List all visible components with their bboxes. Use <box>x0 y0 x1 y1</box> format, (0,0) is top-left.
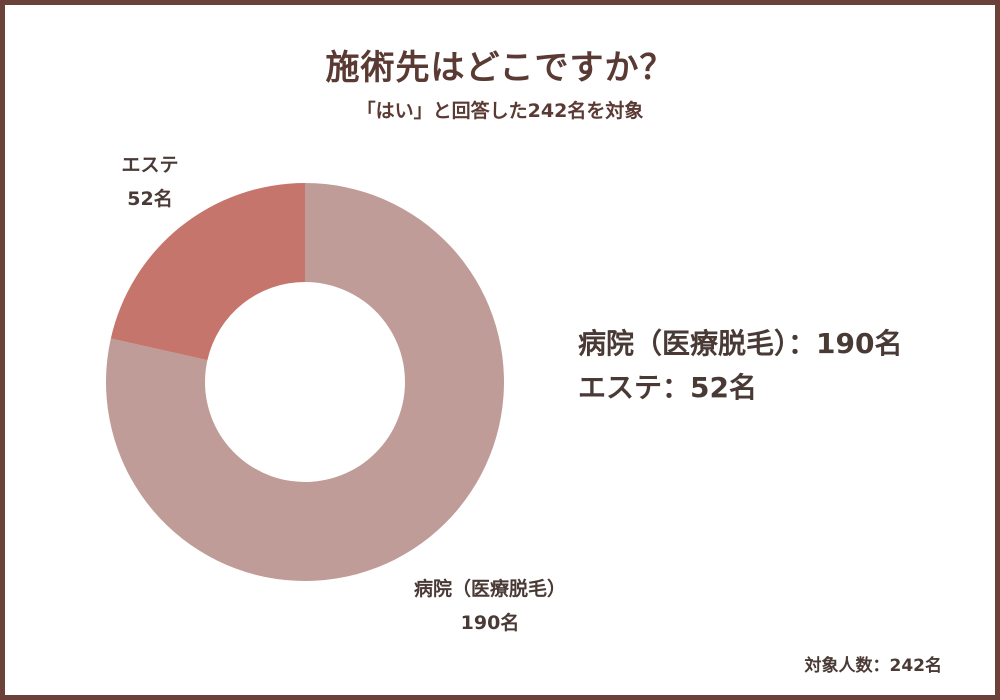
slice-label-este: エステ 52名 <box>95 148 205 216</box>
respondent-count: 対象人数：242名 <box>804 656 943 676</box>
slice-este <box>110 183 305 361</box>
slice-hospital <box>105 183 505 582</box>
chart-subtitle: 「はい」と回答した242名を対象 <box>356 100 644 122</box>
summary-line-este: エステ：52名 <box>578 371 757 404</box>
slice-label-hospital-count: 190名 <box>460 612 520 634</box>
slice-label-hospital-name: 病院（医療脱毛） <box>413 578 566 600</box>
donut-slices <box>105 183 505 582</box>
slice-label-hospital: 病院（医療脱毛） 190名 <box>375 572 605 640</box>
slice-label-este-name: エステ <box>121 154 179 176</box>
slice-label-este-count: 52名 <box>127 188 173 210</box>
summary-block: 病院（医療脱毛）：190名 エステ：52名 <box>578 322 902 410</box>
summary-line-hospital: 病院（医療脱毛）：190名 <box>578 327 903 360</box>
chart-title: 施術先はどこですか？ <box>325 48 675 88</box>
